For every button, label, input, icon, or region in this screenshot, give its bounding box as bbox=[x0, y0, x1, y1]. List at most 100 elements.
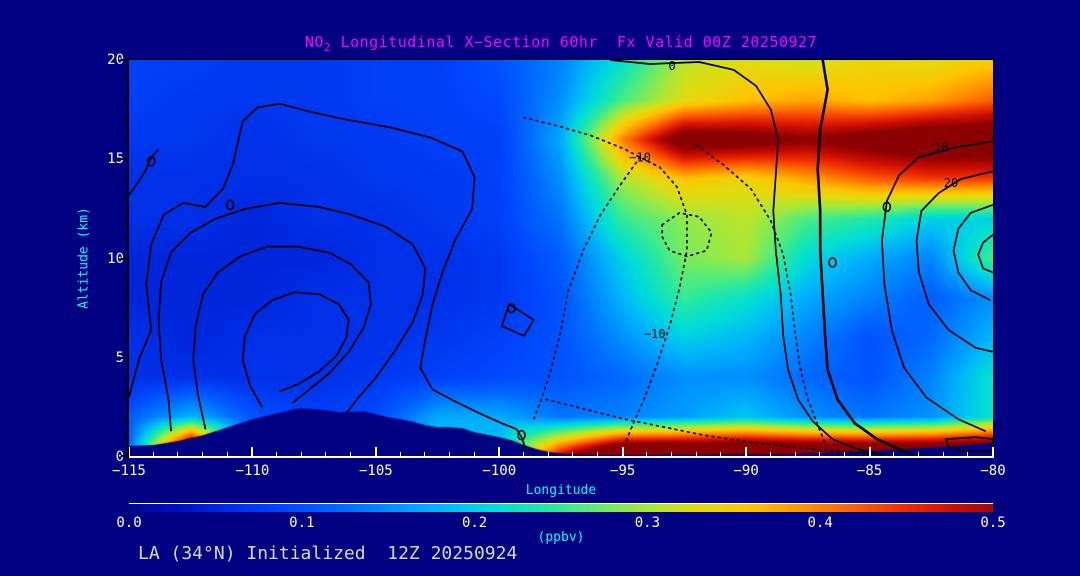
y-major-tick bbox=[121, 356, 129, 359]
contour-line-solid bbox=[241, 291, 350, 408]
x-minor-tick bbox=[646, 452, 648, 457]
colorbar-gradient bbox=[129, 503, 993, 512]
contour-line-solid bbox=[915, 170, 993, 353]
contour-label: −10 bbox=[644, 327, 666, 341]
x-tick-label: −80 bbox=[980, 463, 1006, 479]
contour-zero-circle bbox=[882, 201, 892, 213]
x-minor-tick bbox=[522, 452, 524, 457]
x-tick-label: −95 bbox=[610, 463, 636, 479]
x-tick-label: −90 bbox=[733, 463, 759, 479]
colorbar-unit-label: (ppbv) bbox=[537, 530, 585, 545]
y-minor-tick bbox=[124, 98, 129, 100]
y-minor-tick bbox=[124, 197, 129, 199]
contour-zero-circle bbox=[828, 257, 837, 268]
y-minor-tick bbox=[124, 178, 129, 180]
x-major-tick bbox=[992, 447, 994, 457]
y-minor-tick bbox=[124, 416, 129, 418]
y-major-tick bbox=[121, 59, 129, 61]
x-tick-label: −110 bbox=[235, 463, 270, 479]
contour-line-solid bbox=[610, 60, 885, 456]
x-major-tick bbox=[745, 447, 748, 457]
colorbar-tick-label: 0.3 bbox=[634, 515, 661, 531]
x-minor-tick bbox=[720, 452, 722, 457]
y-minor-tick bbox=[124, 336, 129, 338]
x-axis-label: Longitude bbox=[525, 483, 597, 498]
contour-zero-circle bbox=[517, 429, 526, 441]
x-minor-tick bbox=[794, 452, 796, 457]
x-minor-tick bbox=[819, 452, 821, 457]
x-minor-tick bbox=[202, 452, 204, 457]
contour-label: 0 bbox=[668, 60, 675, 73]
title-species: NO bbox=[304, 33, 324, 51]
colorbar-tick-label: 0.0 bbox=[116, 515, 142, 531]
x-minor-tick bbox=[572, 452, 574, 457]
x-minor-tick bbox=[276, 452, 278, 457]
x-major-tick bbox=[868, 447, 871, 457]
x-minor-tick bbox=[942, 452, 944, 457]
y-axis-label: Altitude (km) bbox=[76, 207, 92, 309]
contour-label: −10 bbox=[629, 150, 651, 164]
x-major-tick bbox=[128, 447, 130, 457]
contour-line-solid bbox=[944, 436, 993, 452]
y-minor-tick bbox=[124, 118, 129, 120]
y-minor-tick bbox=[124, 396, 129, 398]
colorbar-tick-label: 0.1 bbox=[289, 515, 315, 531]
y-tick-label: 5 bbox=[115, 349, 124, 366]
contour-line-solid bbox=[952, 204, 993, 301]
contour-line-dotted bbox=[545, 398, 876, 455]
contour-line-dotted bbox=[532, 156, 641, 421]
y-tick-label: 15 bbox=[107, 151, 124, 168]
x-major-tick bbox=[621, 447, 624, 457]
contour-line-solid bbox=[500, 302, 535, 337]
contour-label: 10 bbox=[934, 140, 948, 154]
x-minor-tick bbox=[177, 452, 179, 457]
x-minor-tick bbox=[671, 452, 673, 457]
y-major-tick bbox=[121, 455, 129, 457]
y-axis-line bbox=[127, 60, 129, 457]
y-tick-label: 10 bbox=[107, 250, 124, 267]
x-tick-label: −105 bbox=[358, 463, 393, 479]
y-minor-tick bbox=[124, 217, 129, 219]
title-species-subscript: 2 bbox=[323, 41, 332, 54]
x-minor-tick bbox=[325, 452, 327, 457]
contour-zero-circle bbox=[225, 199, 235, 211]
x-minor-tick bbox=[547, 452, 549, 457]
y-minor-tick bbox=[124, 78, 129, 80]
contour-line-dotted bbox=[695, 144, 826, 444]
contour-line-solid bbox=[881, 140, 993, 432]
x-tick-label: −115 bbox=[112, 463, 146, 479]
contour-label: 20 bbox=[944, 176, 958, 190]
y-minor-tick bbox=[124, 277, 129, 279]
y-minor-tick bbox=[124, 138, 129, 140]
x-minor-tick bbox=[152, 452, 154, 457]
contour-line-solid bbox=[192, 245, 372, 430]
x-minor-tick bbox=[300, 452, 302, 457]
y-tick-label: 0 bbox=[115, 449, 124, 465]
y-minor-tick bbox=[124, 376, 129, 378]
x-major-tick bbox=[498, 447, 501, 457]
contour-line-solid bbox=[816, 60, 915, 457]
y-minor-tick bbox=[124, 436, 129, 438]
contour-overlay: 0 −10 −10 10 20 bbox=[129, 60, 993, 457]
y-minor-tick bbox=[124, 297, 129, 299]
contour-line-dotted bbox=[523, 116, 688, 444]
x-minor-tick bbox=[424, 452, 426, 457]
x-minor-tick bbox=[473, 452, 475, 457]
colorbar-tick-label: 0.5 bbox=[980, 515, 1006, 531]
x-major-tick bbox=[374, 447, 377, 457]
x-minor-tick bbox=[967, 452, 969, 457]
x-major-tick bbox=[251, 447, 254, 457]
x-minor-tick bbox=[399, 452, 401, 457]
y-minor-tick bbox=[124, 317, 129, 319]
y-major-tick bbox=[121, 158, 129, 161]
x-minor-tick bbox=[695, 452, 697, 457]
x-tick-label: −85 bbox=[856, 463, 883, 479]
title-text: Longitudinal X−Section 60hr Fx Valid 00Z… bbox=[331, 33, 818, 51]
contour-line-dotted bbox=[661, 211, 713, 258]
y-tick-label: 20 bbox=[107, 52, 124, 68]
x-minor-tick bbox=[843, 452, 845, 457]
x-minor-tick bbox=[597, 452, 599, 457]
x-minor-tick bbox=[226, 452, 228, 457]
x-minor-tick bbox=[350, 452, 352, 457]
